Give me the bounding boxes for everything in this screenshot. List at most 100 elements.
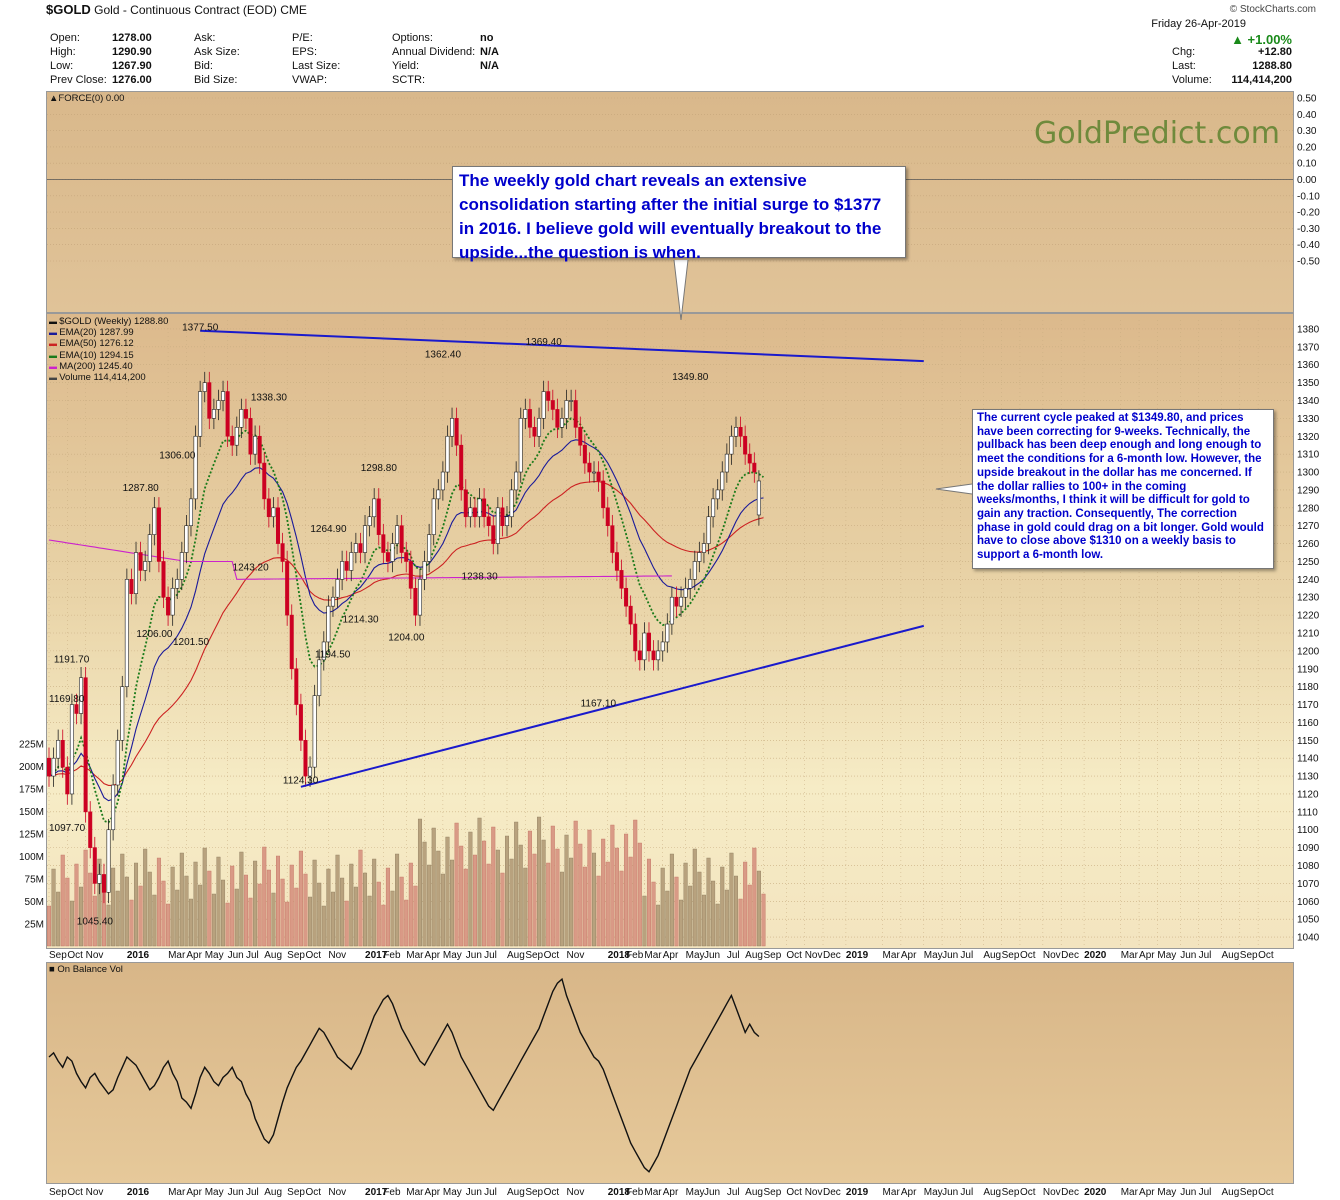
- candle-body: [756, 480, 761, 516]
- candle-body: [537, 418, 542, 437]
- volume-bar: [564, 834, 569, 947]
- x-tick-label: Sep: [287, 950, 305, 961]
- volume-bar: [541, 839, 546, 947]
- volume-bar: [243, 874, 248, 947]
- candle-body: [65, 766, 70, 795]
- candle-body: [170, 587, 175, 616]
- candle-body: [385, 552, 390, 562]
- candle-body: [564, 400, 569, 419]
- price-tick: 1310: [1297, 450, 1320, 461]
- volume-bar: [124, 876, 129, 947]
- x-tick-label: Oct: [1020, 1187, 1036, 1198]
- price-tick: 1040: [1297, 933, 1320, 944]
- candle-body: [436, 489, 441, 500]
- x-tick-label: Feb: [383, 1187, 401, 1198]
- x-tick-label: 2017: [365, 950, 388, 961]
- x-tick-label: Sep: [763, 950, 781, 961]
- volume-bar: [225, 902, 230, 947]
- candle-body: [450, 418, 455, 437]
- x-tick-label: Mar: [883, 1187, 901, 1198]
- volume-bar: [592, 852, 597, 947]
- volume-bar: [56, 891, 61, 947]
- candle-body: [665, 623, 670, 643]
- price-label: 1369.40: [526, 337, 563, 348]
- quote-value: N/A: [480, 60, 499, 72]
- volume-tick: 50M: [25, 897, 44, 908]
- candle-body: [372, 498, 377, 518]
- volume-bar: [88, 872, 93, 947]
- candle-body: [555, 409, 560, 428]
- volume-bar: [720, 866, 725, 947]
- symbol: $GOLD: [46, 2, 91, 17]
- volume-bar: [518, 844, 523, 947]
- volume-bar: [747, 884, 752, 947]
- brand-watermark: GoldPredict.com: [1034, 116, 1280, 151]
- candle-body: [495, 507, 500, 544]
- quote-label: Open:: [50, 32, 80, 44]
- x-tick-label: Aug: [1221, 1187, 1239, 1198]
- volume-bar: [289, 864, 294, 947]
- price-tick: 1110: [1297, 807, 1318, 818]
- x-tick-label: Apr: [663, 1187, 679, 1198]
- candle-body: [243, 409, 248, 419]
- x-tick-label: Sep: [763, 1187, 781, 1198]
- volume-bar: [79, 886, 84, 947]
- price-tick: 1060: [1297, 897, 1320, 908]
- candle-body: [335, 579, 340, 598]
- candle-body: [468, 507, 473, 518]
- volume-bar: [711, 880, 716, 947]
- volume-bar: [559, 871, 564, 947]
- candle-body: [358, 543, 363, 553]
- quote-label: Prev Close:: [50, 74, 107, 86]
- candle-body: [367, 516, 372, 526]
- candle-body: [225, 391, 230, 437]
- candle-body: [578, 427, 583, 446]
- price-label: 1243.20: [233, 563, 270, 574]
- x-tick-label: Jun: [942, 950, 958, 961]
- candle-body: [559, 418, 564, 428]
- volume-bar: [660, 867, 665, 947]
- x-tick-label: Oct: [1020, 950, 1036, 961]
- x-tick-label: Apr: [1139, 950, 1155, 961]
- volume-bar: [642, 895, 647, 947]
- quote-label: High:: [50, 46, 76, 58]
- volume-bar: [633, 819, 638, 947]
- x-tick-label: Aug: [264, 950, 282, 961]
- price-tick: 1200: [1297, 646, 1320, 657]
- legend-entry: ▬ Volume 114,414,200: [49, 372, 146, 384]
- x-tick-label: Sep: [49, 1187, 67, 1198]
- quote-value: 1278.00: [112, 32, 152, 44]
- volume-bar: [692, 848, 697, 947]
- volume-bar: [372, 858, 377, 947]
- candle-body: [257, 435, 262, 464]
- volume-bar: [440, 873, 445, 947]
- volume-bar: [555, 848, 560, 947]
- candle-body: [477, 498, 482, 518]
- exchange: CME: [280, 3, 307, 17]
- price-tick: 1270: [1297, 521, 1320, 532]
- candle-body: [628, 605, 633, 625]
- x-tick-label: 2020: [1084, 1187, 1107, 1198]
- x-tick-label: Nov: [567, 950, 585, 961]
- candle-body: [289, 614, 294, 670]
- x-tick-label: May: [205, 950, 224, 961]
- x-tick-label: Jul: [727, 1187, 740, 1198]
- volume-bar: [216, 856, 221, 947]
- candle-body: [605, 507, 610, 526]
- volume-bar: [321, 905, 326, 947]
- x-tick-label: 2017: [365, 1187, 388, 1198]
- volume-bar: [619, 870, 624, 947]
- price-label: 1124.30: [283, 775, 319, 786]
- legend-entry: ▬ $GOLD (Weekly) 1288.80: [49, 316, 169, 327]
- volume-bar: [60, 854, 65, 947]
- candle-body: [417, 579, 422, 616]
- volume-bar: [161, 880, 166, 947]
- quote-value: 1267.90: [112, 60, 152, 72]
- price-label: 1194.50: [315, 650, 351, 661]
- legend-entry: ▬ EMA(10) 1294.15: [49, 349, 134, 361]
- price-tick: 1300: [1297, 468, 1320, 479]
- volume-bar: [367, 895, 372, 947]
- volume-bar: [152, 894, 157, 947]
- price-tick: 1330: [1297, 414, 1320, 425]
- candle-body: [280, 543, 285, 562]
